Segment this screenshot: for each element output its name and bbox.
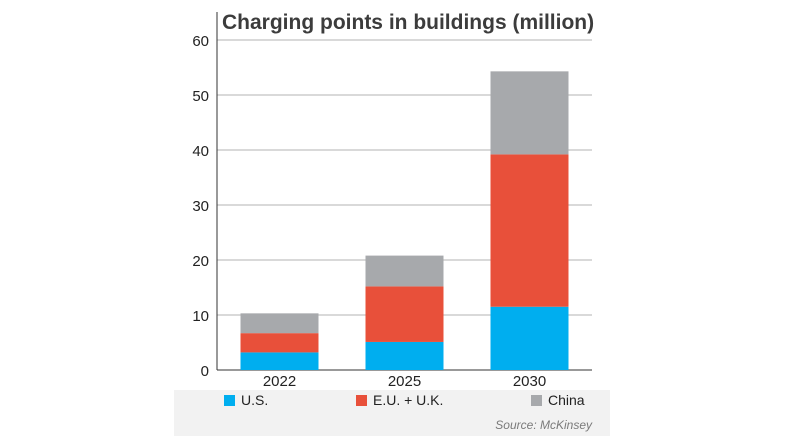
y-tick-label: 40 (192, 143, 209, 160)
bar-segment (490, 154, 569, 307)
legend-label: E.U. + U.K. (373, 392, 443, 408)
x-tick-label: 2025 (388, 373, 421, 390)
x-tick-label: 2022 (263, 373, 296, 390)
bars (240, 71, 569, 370)
bar-segment (240, 352, 319, 370)
y-tick-label: 0 (201, 363, 209, 380)
bar-segment (365, 286, 444, 342)
y-tick-label: 30 (192, 198, 209, 215)
bar-segment (240, 313, 319, 334)
bar-segment (490, 306, 569, 370)
bar-segment (365, 255, 444, 287)
legend-swatch (224, 395, 235, 406)
bar-segment (365, 341, 444, 370)
bar-segment (490, 71, 569, 155)
legend-label: China (548, 392, 585, 408)
chart-title: Charging points in buildings (million) (222, 11, 594, 34)
y-tick-label: 50 (192, 88, 209, 105)
y-tick-label: 10 (192, 308, 209, 325)
x-axis-tick-labels: 2022 2025 2030 (263, 373, 546, 390)
source-note: Source: McKinsey (495, 418, 593, 432)
y-tick-label: 60 (192, 33, 209, 50)
legend-swatch (356, 395, 367, 406)
y-tick-label: 20 (192, 253, 209, 270)
legend-swatch (531, 395, 542, 406)
legend-label: U.S. (241, 392, 268, 408)
x-tick-label: 2030 (513, 373, 546, 390)
legend: U.S. E.U. + U.K. China (224, 392, 585, 408)
bar-segment (240, 333, 319, 353)
y-axis-tick-labels: 0 10 20 30 40 50 60 (192, 33, 209, 380)
